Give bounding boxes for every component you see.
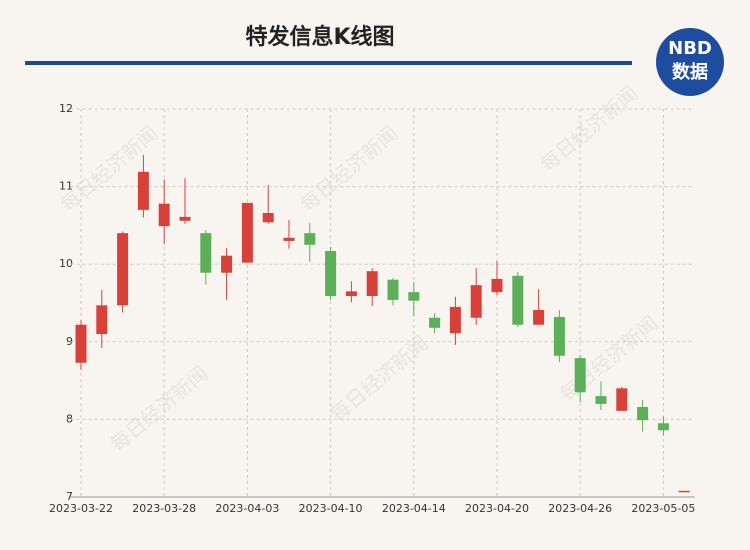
candle-body	[75, 324, 87, 363]
y-tick-label: 12	[59, 102, 73, 115]
candle-body	[200, 233, 212, 273]
candle-body	[616, 388, 628, 411]
candle-body	[470, 285, 482, 318]
chart-title: 特发信息K线图	[245, 24, 394, 50]
candle-body	[429, 317, 441, 328]
x-tick-label: 2023-03-22	[49, 502, 113, 515]
x-tick-label: 2023-04-14	[382, 502, 446, 515]
candle-body	[158, 203, 170, 227]
candle-body	[325, 251, 337, 297]
candle-body	[96, 305, 108, 335]
candle-body	[657, 423, 669, 431]
x-tick-label: 2023-04-20	[465, 502, 529, 515]
candle-body	[262, 212, 274, 223]
logo	[656, 28, 724, 96]
candle-body	[574, 358, 586, 393]
candle-body	[241, 202, 253, 263]
candle-body	[512, 275, 524, 325]
title-rule	[25, 61, 632, 65]
x-tick-label: 2023-04-26	[548, 502, 612, 515]
y-tick-label: 8	[66, 412, 73, 425]
y-tick-label: 10	[59, 257, 73, 270]
logo-subtext: 数据	[672, 61, 708, 83]
candle-body	[345, 291, 357, 297]
y-tick-label: 9	[66, 335, 73, 348]
candle-body	[117, 233, 129, 306]
candle-body	[595, 396, 607, 404]
y-tick-label: 7	[66, 490, 73, 503]
candle-body	[283, 237, 295, 241]
candle-body	[179, 216, 191, 221]
candle-body	[533, 309, 545, 325]
candle-body	[387, 279, 399, 300]
logo-text: NBD	[668, 38, 712, 59]
candle-body	[449, 306, 461, 334]
x-tick-label: 2023-03-28	[132, 502, 196, 515]
x-tick-label: 2023-04-10	[299, 502, 363, 515]
candle-body	[221, 255, 233, 273]
y-tick-label: 11	[59, 180, 73, 193]
x-tick-label: 2023-04-03	[215, 502, 279, 515]
x-tick-label: 2023-05-05	[631, 502, 695, 515]
candle-body	[366, 271, 378, 297]
candle-body	[137, 171, 149, 210]
candle-body	[304, 233, 316, 245]
candle-body	[678, 490, 690, 493]
candle-body	[553, 316, 565, 356]
candle-body	[491, 278, 503, 293]
candle-body	[408, 292, 420, 301]
candle-body	[637, 406, 649, 421]
